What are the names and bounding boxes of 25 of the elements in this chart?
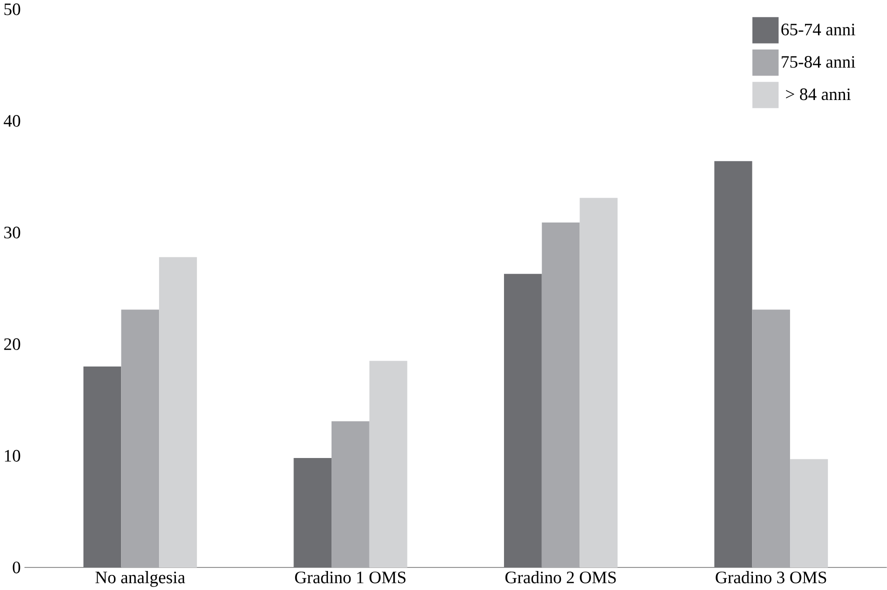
bar bbox=[714, 160, 752, 568]
x-tick-label: No analgesia bbox=[95, 570, 186, 587]
x-tick-label: Gradino 1 OMS bbox=[295, 570, 406, 584]
bar bbox=[504, 274, 542, 568]
bar bbox=[83, 366, 122, 568]
legend-label: 65-74 anni bbox=[781, 24, 856, 36]
bar bbox=[121, 309, 160, 568]
bar bbox=[580, 198, 618, 568]
bar bbox=[752, 309, 790, 568]
bar bbox=[790, 459, 828, 568]
y-tick-label: 20 bbox=[4, 338, 20, 350]
y-tick-label: 50 bbox=[4, 3, 20, 15]
x-tick-label: Gradino 2 OMS bbox=[505, 570, 616, 584]
bar bbox=[542, 222, 580, 568]
bar bbox=[294, 458, 332, 568]
y-tick-label: 10 bbox=[4, 450, 20, 462]
bar bbox=[332, 421, 370, 568]
bar bbox=[159, 256, 197, 568]
legend-label: 75-84 anni bbox=[782, 56, 856, 68]
bar bbox=[369, 360, 408, 568]
x-tick-label: Gradino 3 OMS bbox=[716, 570, 826, 584]
y-tick-label: 30 bbox=[4, 226, 20, 238]
y-tick-label: 0 bbox=[12, 561, 20, 574]
legend-label: > 84 anni bbox=[786, 88, 851, 100]
y-tick-label: 40 bbox=[4, 114, 20, 127]
